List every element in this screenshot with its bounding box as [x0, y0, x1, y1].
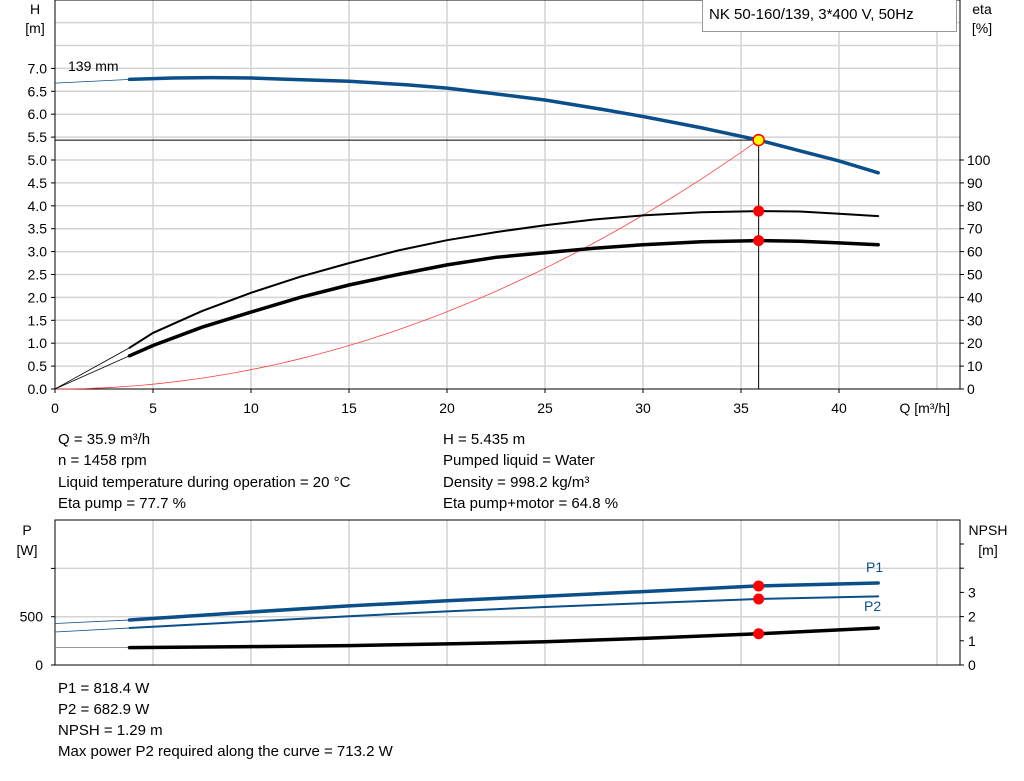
- y-axis-label-npsh: NPSH: [969, 522, 1008, 538]
- P1-curve: [127, 581, 880, 622]
- system-curve: [55, 139, 759, 390]
- eta-tick-label: 40: [967, 289, 983, 305]
- NPSH-curve: [127, 626, 880, 650]
- h-tick-label: 6.5: [28, 83, 48, 99]
- h-tick-label: 6.0: [28, 106, 48, 122]
- eta-pump-motor-extrapolated-line: [54, 355, 130, 390]
- h-tick-label: 5.5: [28, 129, 48, 145]
- eta-tick-label: 10: [967, 358, 983, 374]
- head-extrapolated-line: [54, 79, 130, 84]
- y-axis-unit-h: [m]: [25, 20, 44, 36]
- h-tick-label: 7.0: [28, 60, 48, 76]
- info-max-p2: Max power P2 required along the curve = …: [58, 743, 393, 760]
- info-density: Density = 998.2 kg/m³: [443, 474, 590, 491]
- y-axis-unit-p: [W]: [17, 542, 38, 558]
- P2-curve: [128, 595, 880, 629]
- y-axis-label-eta: eta: [972, 1, 992, 17]
- eta-tick-label: 20: [967, 335, 983, 351]
- chart-title: NK 50-160/139, 3*400 V, 50Hz: [702, 0, 957, 32]
- h-tick-label: 1.0: [28, 335, 48, 351]
- h-tick-label: 2.5: [28, 267, 48, 283]
- p1-series-label: P1: [866, 559, 883, 575]
- info-temperature: Liquid temperature during operation = 20…: [58, 474, 351, 491]
- q-tick-label: 15: [341, 400, 357, 416]
- h-tick-label: 4.5: [28, 175, 48, 191]
- duty-point-marker: [752, 133, 765, 147]
- info-eta-pump: Eta pump = 77.7 %: [58, 495, 186, 512]
- eta-tick-label: 90: [967, 175, 983, 191]
- h-tick-label: 3.5: [28, 221, 48, 237]
- eta-tick-label: 0: [967, 381, 975, 397]
- eta-pump-extrapolated-line: [54, 347, 130, 390]
- q-tick-label: 30: [635, 400, 651, 416]
- eta-tick-label: 50: [967, 267, 983, 283]
- eta-pump-curve: [128, 210, 880, 349]
- eta-tick-label: 100: [967, 152, 991, 168]
- P1-extrapolated-line: [54, 619, 130, 624]
- p2-series-label: P2: [864, 598, 881, 614]
- p-tick-label: 0: [35, 657, 43, 673]
- eta-tick-label: 70: [967, 221, 983, 237]
- info-q: Q = 35.9 m³/h: [58, 431, 151, 448]
- q-tick-label: 5: [149, 400, 157, 416]
- top-plot-frame: [54, 0, 961, 390]
- q-tick-label: 20: [439, 400, 455, 416]
- p-tick-label: 500: [20, 609, 44, 625]
- q-tick-label: 40: [831, 400, 847, 416]
- h-tick-label: 2.0: [28, 289, 48, 305]
- y-axis-unit-eta: [%]: [972, 20, 992, 36]
- NPSH-duty-marker: [753, 628, 765, 640]
- info-liquid: Pumped liquid = Water: [443, 452, 595, 469]
- eta-pump-motor-duty-marker: [753, 235, 765, 247]
- info-head: H = 5.435 m: [443, 431, 526, 448]
- P2-extrapolated-line: [54, 627, 130, 633]
- info-p1: P1 = 818.4 W: [58, 680, 150, 697]
- q-tick-label: 25: [537, 400, 553, 416]
- npsh-tick-label: 3: [968, 584, 976, 600]
- npsh-tick-label: 1: [968, 633, 976, 649]
- h-tick-label: 0.0: [28, 381, 48, 397]
- info-p2: P2 = 682.9 W: [58, 701, 150, 718]
- eta-pump-motor-curve: [127, 238, 880, 358]
- y-axis-unit-npsh: [m]: [978, 542, 997, 558]
- h-tick-label: 1.5: [28, 312, 48, 328]
- q-tick-label: 35: [733, 400, 749, 416]
- h-tick-label: 0.5: [28, 358, 48, 374]
- npsh-tick-label: 0: [968, 657, 976, 673]
- y-axis-label-p: P: [22, 522, 31, 538]
- eta-tick-label: 80: [967, 198, 983, 214]
- eta-tick-label: 30: [967, 312, 983, 328]
- h-tick-label: 3.0: [28, 244, 48, 260]
- npsh-tick-label: 2: [968, 609, 976, 625]
- x-axis-label: Q [m³/h]: [899, 400, 950, 416]
- eta-pump-duty-marker: [753, 205, 765, 217]
- h-tick-label: 4.0: [28, 198, 48, 214]
- y-axis-label-h: H: [30, 1, 40, 17]
- impeller-diameter-label: 139 mm: [68, 58, 119, 74]
- P1-duty-marker: [753, 580, 765, 592]
- info-npsh: NPSH = 1.29 m: [58, 722, 163, 739]
- info-eta-pump-motor: Eta pump+motor = 64.8 %: [443, 495, 619, 512]
- info-speed: n = 1458 rpm: [58, 452, 147, 469]
- head-curve: [127, 75, 880, 175]
- q-tick-label: 0: [51, 400, 59, 416]
- P2-duty-marker: [753, 593, 765, 605]
- eta-tick-label: 60: [967, 244, 983, 260]
- h-tick-label: 5.0: [28, 152, 48, 168]
- q-tick-label: 10: [243, 400, 259, 416]
